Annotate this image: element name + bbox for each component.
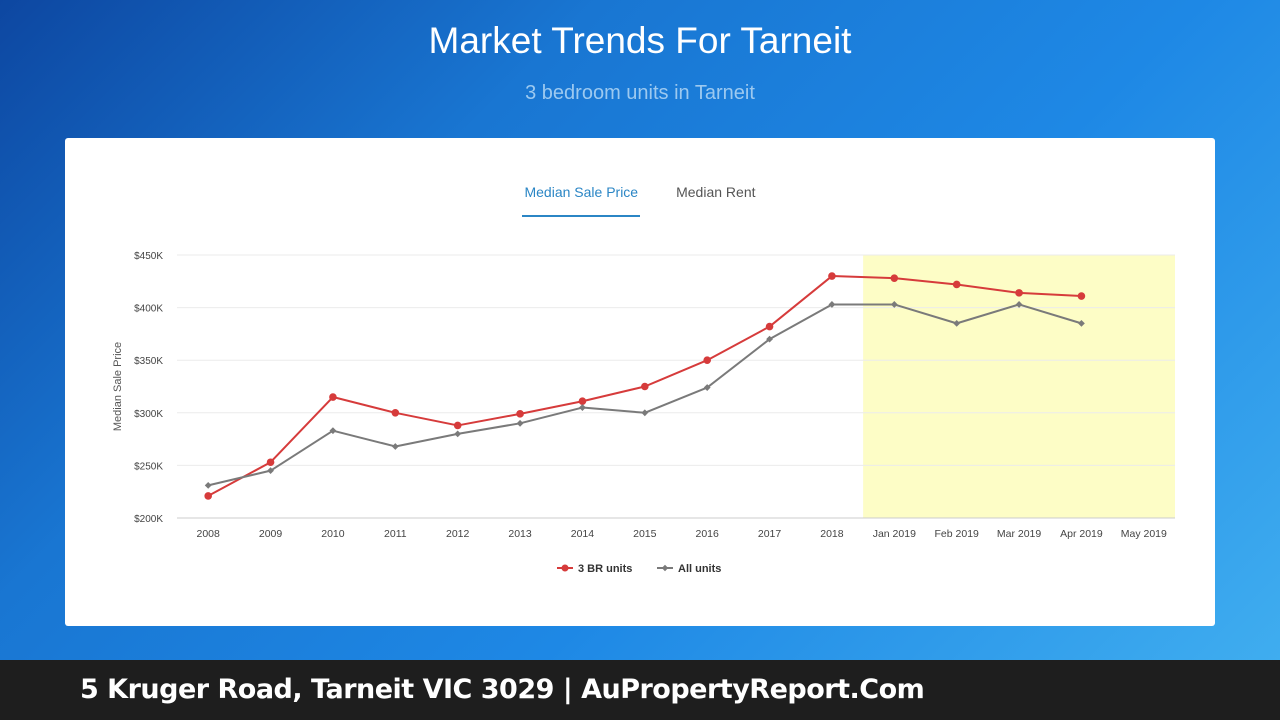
data-point (765, 322, 774, 331)
y-tick-label: $350K (134, 356, 163, 367)
legend-label: 3 BR units (578, 563, 632, 575)
tab-median-rent[interactable]: Median Rent (676, 184, 756, 200)
median-sale-price-chart: $200K $250K $300K $350K $400K $450K Median Sal… (112, 251, 1175, 575)
data-point (952, 280, 961, 289)
data-point (641, 409, 649, 417)
x-tick-label: May 2019 (1121, 528, 1167, 540)
data-point (953, 319, 961, 327)
data-point (329, 393, 337, 401)
y-tick-label: $200K (134, 514, 163, 525)
x-tick-label: 2015 (633, 528, 657, 540)
data-point (391, 443, 399, 450)
data-point (266, 458, 275, 467)
data-point (391, 409, 400, 417)
legend-marker (561, 564, 569, 572)
data-point (703, 384, 711, 391)
y-tick-label: $400K (134, 304, 163, 315)
legend-marker (661, 564, 669, 572)
page-subtitle: 3 bedroom units in Tarneit (525, 82, 755, 104)
x-tick-label: Apr 2019 (1060, 528, 1103, 540)
chart-card: Median Sale Price Median Rent $200K $250K… (65, 138, 1215, 626)
y-axis-label: Median Sale Price (112, 342, 124, 431)
x-tick-label: 2018 (820, 528, 844, 540)
data-point (579, 404, 586, 411)
data-point (329, 427, 337, 435)
footer-bar: 5 Kruger Road, Tarneit VIC 3029 | AuProp… (0, 660, 1280, 720)
data-point (890, 301, 898, 308)
data-point (267, 467, 274, 475)
x-tick-label: Feb 2019 (935, 528, 980, 540)
data-point (1077, 292, 1086, 300)
x-tick-label: 2009 (259, 528, 283, 540)
x-tick-label: Mar 2019 (997, 528, 1042, 540)
x-tick-label: 2010 (321, 528, 345, 540)
data-point (766, 335, 773, 343)
data-point (1015, 301, 1023, 308)
y-tick-label: $250K (134, 461, 163, 472)
y-tick-label: $300K (134, 409, 163, 420)
data-point (516, 419, 524, 427)
x-tick-label: 2011 (384, 528, 407, 540)
page-title: Market Trends For Tarneit (428, 20, 852, 61)
data-point (703, 356, 711, 364)
data-point (641, 382, 649, 391)
chart-tabs: Median Sale Price Median Rent (65, 180, 1215, 217)
x-tick-label: 2012 (446, 528, 470, 540)
data-point (828, 301, 836, 308)
x-tick-label: 2008 (197, 528, 221, 540)
footer-address: 5 Kruger Road, Tarneit VIC 3029 | AuProp… (80, 674, 925, 705)
data-point (454, 430, 462, 438)
data-point (828, 272, 836, 280)
data-point (204, 492, 212, 500)
data-point (1078, 319, 1085, 327)
data-point (204, 481, 212, 489)
x-tick-label: 2017 (758, 528, 782, 540)
data-point (890, 274, 899, 282)
x-tick-label: 2016 (696, 528, 720, 540)
data-point (578, 397, 587, 406)
x-tick-label: 2014 (571, 528, 595, 540)
tab-median-sale-price[interactable]: Median Sale Price (522, 180, 641, 217)
y-tick-label: $450K (134, 251, 163, 262)
x-tick-label: Jan 2019 (873, 528, 916, 540)
x-tick-label: 2013 (508, 528, 532, 540)
legend-label: All units (678, 563, 721, 575)
data-point (516, 410, 524, 418)
highlight-band (863, 255, 1175, 518)
data-point (1015, 289, 1023, 297)
data-point (453, 421, 462, 430)
